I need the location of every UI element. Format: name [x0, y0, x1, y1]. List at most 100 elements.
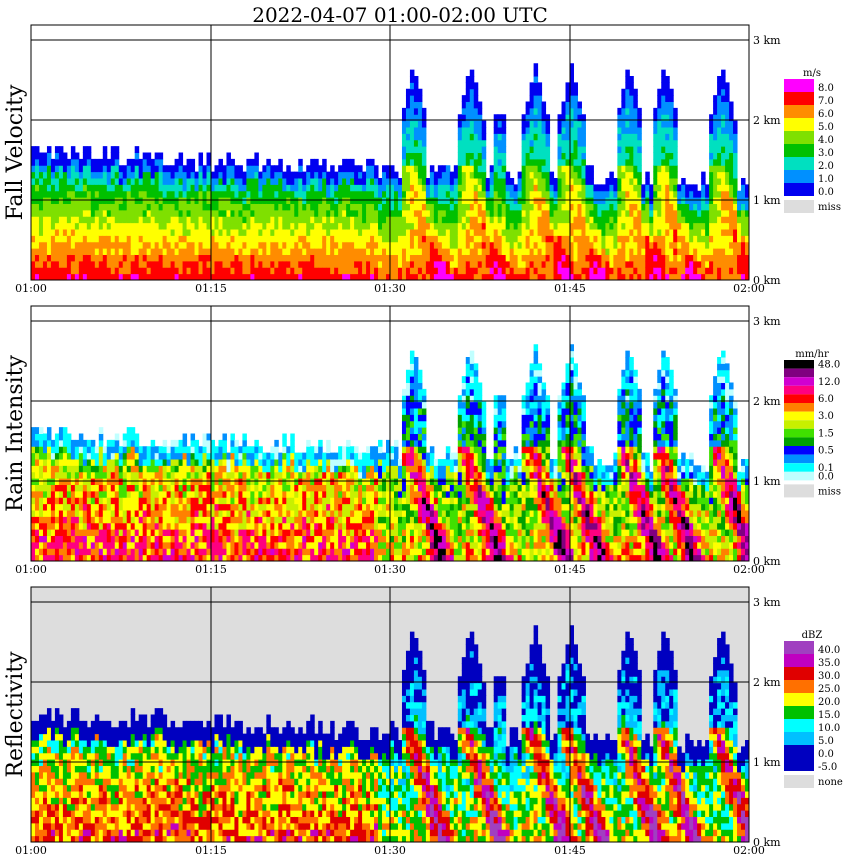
heatmap-cell — [621, 88, 626, 96]
heatmap-cell — [733, 127, 738, 134]
heatmap-cell — [218, 248, 223, 256]
heatmap-cell — [581, 139, 586, 147]
heatmap-cell — [42, 548, 48, 556]
heatmap-cell — [457, 235, 463, 243]
heatmap-cell — [429, 197, 435, 205]
heatmap-cell — [162, 465, 168, 473]
heatmap-cell — [274, 203, 279, 211]
heatmap-cell — [449, 197, 455, 205]
heatmap-cell — [326, 178, 331, 185]
heatmap-cell — [50, 535, 56, 543]
heatmap-cell — [561, 114, 567, 122]
heatmap-cell — [174, 209, 180, 217]
heatmap-cell — [629, 267, 634, 275]
heatmap-cell — [370, 158, 375, 166]
heatmap-cell — [54, 254, 60, 262]
heatmap-cell — [174, 503, 180, 511]
heatmap-cell — [370, 235, 375, 243]
heatmap-cell — [170, 439, 176, 447]
heatmap-cell — [629, 203, 634, 211]
heatmap-cell — [90, 235, 96, 243]
heatmap-cell — [130, 459, 136, 466]
heatmap-cell — [234, 184, 239, 192]
heatmap-cell — [318, 171, 323, 179]
heatmap-cell — [118, 222, 124, 230]
heatmap-cell — [182, 203, 188, 211]
heatmap-cell — [745, 260, 750, 268]
heatmap-cell — [254, 260, 259, 268]
heatmap-cell — [62, 465, 68, 473]
heatmap-cell — [246, 209, 251, 217]
heatmap-cell — [549, 216, 555, 224]
heatmap-cell — [58, 459, 64, 466]
heatmap-cell — [338, 184, 343, 192]
heatmap-cell — [346, 209, 351, 217]
heatmap-cell — [525, 158, 531, 166]
heatmap-cell — [673, 190, 678, 198]
heatmap-cell — [533, 197, 539, 205]
heatmap-cell — [577, 267, 582, 275]
heatmap-cell — [473, 235, 479, 243]
heatmap-cell — [190, 439, 196, 447]
heatmap-cell — [625, 203, 630, 211]
heatmap-cell — [334, 209, 339, 217]
heatmap-cell — [234, 241, 239, 249]
heatmap-cell — [561, 222, 567, 230]
heatmap-cell — [46, 190, 52, 198]
heatmap-cell — [66, 535, 72, 543]
heatmap-cell — [186, 490, 192, 498]
heatmap-cell — [46, 235, 52, 243]
heatmap-cell — [178, 152, 184, 160]
heatmap-cell — [114, 490, 120, 498]
heatmap-cell — [110, 554, 116, 562]
heatmap-cell — [198, 184, 204, 192]
heatmap-cell — [473, 216, 479, 224]
heatmap-cell — [537, 120, 543, 128]
heatmap-cell — [633, 165, 638, 173]
heatmap-cell — [206, 222, 211, 230]
heatmap-cell — [409, 171, 415, 179]
heatmap-cell — [613, 260, 618, 268]
heatmap-cell — [214, 510, 219, 517]
heatmap-cell — [397, 248, 403, 256]
heatmap-cell — [529, 203, 535, 211]
heatmap-cell — [154, 254, 160, 262]
panel-1: 01:00 01:15 01:30 01:45 02:000 km1 km2 km3 k… — [3, 305, 841, 576]
heatmap-cell — [617, 139, 622, 147]
heatmap-cell — [174, 535, 180, 543]
heatmap-cell — [465, 139, 471, 147]
heatmap-cell — [318, 241, 323, 249]
heatmap-cell — [338, 273, 343, 281]
heatmap-cell — [222, 446, 227, 454]
heatmap-cell — [90, 216, 96, 224]
heatmap-cell — [94, 203, 100, 211]
heatmap-cell — [669, 203, 674, 211]
heatmap-cell — [513, 260, 519, 268]
heatmap-cell — [737, 254, 742, 262]
heatmap-cell — [669, 260, 674, 268]
heatmap-cell — [745, 197, 750, 205]
heatmap-cell — [298, 158, 303, 166]
heatmap-cell — [198, 503, 204, 511]
heatmap-cell — [733, 197, 738, 205]
heatmap-cell — [390, 260, 395, 268]
heatmap-cell — [266, 248, 271, 256]
heatmap-cell — [725, 209, 730, 217]
heatmap-cell — [222, 484, 227, 492]
heatmap-cell — [657, 127, 662, 134]
heatmap-cell — [38, 465, 44, 473]
legend-label: 2.0 — [818, 161, 834, 172]
heatmap-cell — [425, 248, 431, 256]
heatmap-cell — [709, 171, 714, 179]
heatmap-cell — [561, 120, 567, 128]
heatmap-cell — [34, 484, 40, 492]
heatmap-cell — [266, 522, 271, 530]
heatmap-cell — [533, 216, 539, 224]
heatmap-cell — [425, 229, 431, 236]
heatmap-cell — [717, 241, 722, 249]
heatmap-cell — [62, 471, 68, 479]
heatmap-cell — [665, 184, 670, 192]
heatmap-cell — [449, 248, 455, 256]
heatmap-cell — [58, 216, 64, 224]
heatmap-cell — [162, 216, 168, 224]
